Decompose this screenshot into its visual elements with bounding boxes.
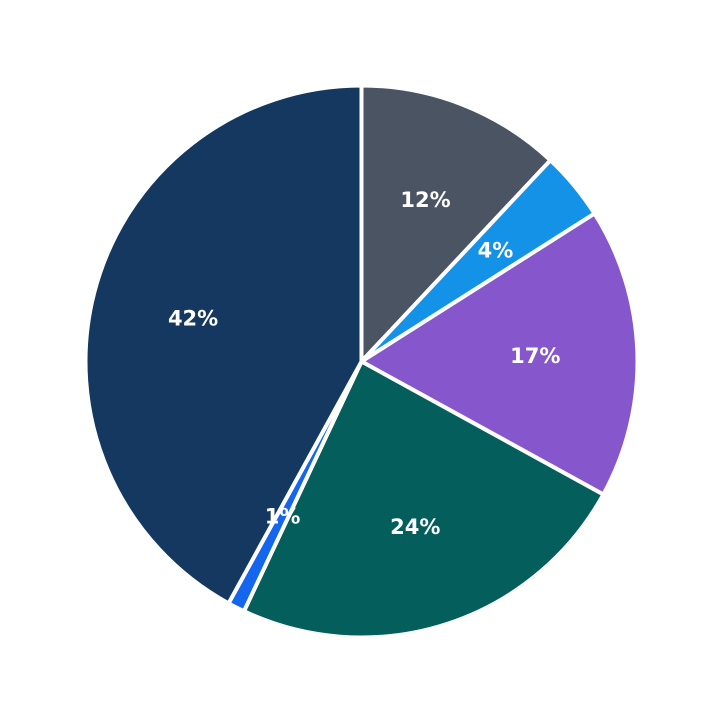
pie-slice-label-0: 12% [400,188,450,212]
pie-slice-0 [359,83,553,364]
pie-slice-label-2: 17% [510,344,560,368]
pie-slice-label-3: 24% [390,515,440,539]
pie-slice-5 [83,83,364,606]
pie-slices [83,83,640,640]
pie-labels: 12% 4% 17% 24% 1% 42% [168,188,560,539]
pie-slice-label-1: 4% [478,239,514,263]
pie-slice-label-5: 42% [168,306,218,330]
pie-slice-label-4: 1% [265,504,301,528]
pie-slice-2 [359,211,640,497]
pie-slice-3 [241,359,606,640]
